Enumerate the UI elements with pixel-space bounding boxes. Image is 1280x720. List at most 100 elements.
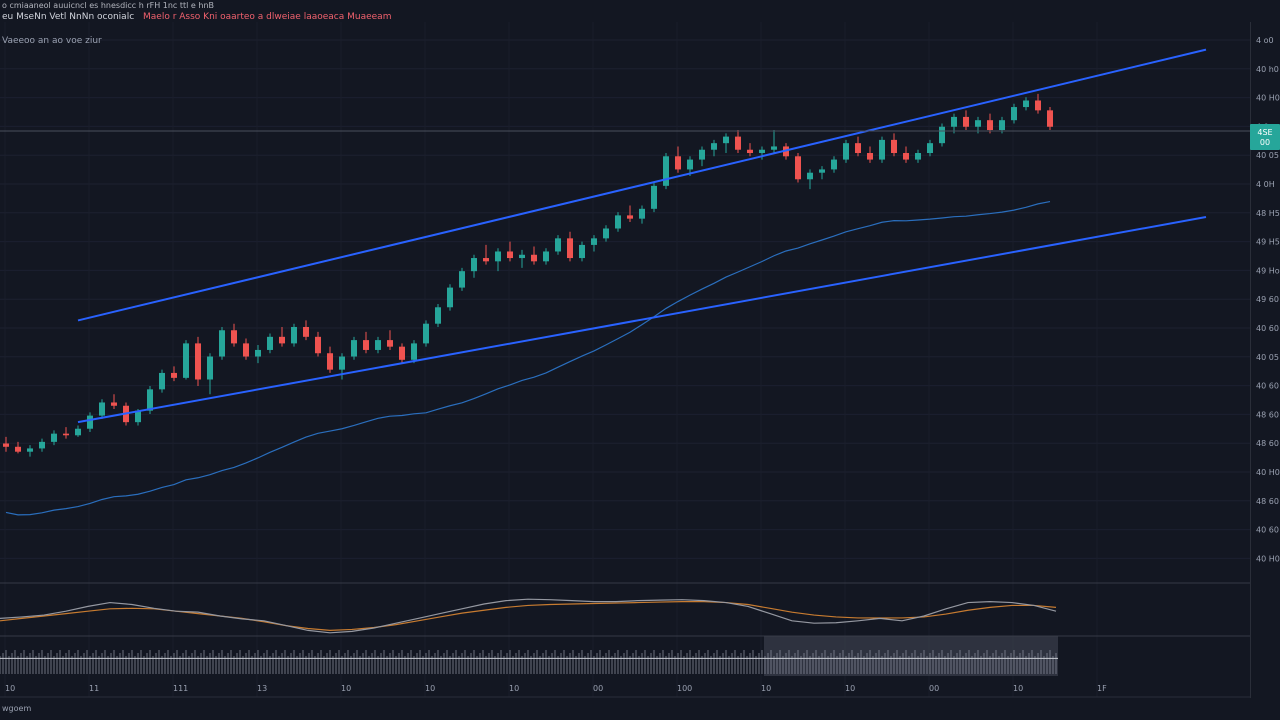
candle bbox=[351, 336, 357, 360]
candle-body bbox=[207, 356, 213, 380]
candle bbox=[231, 323, 237, 347]
candle bbox=[207, 353, 213, 395]
candle bbox=[411, 340, 417, 364]
candle bbox=[699, 146, 705, 167]
candle bbox=[99, 399, 105, 419]
candle bbox=[567, 231, 573, 262]
symbol-name[interactable]: eu MseNn Vetl NnNn oconialc bbox=[2, 12, 135, 22]
candle-body bbox=[999, 120, 1005, 131]
candle bbox=[75, 425, 81, 437]
candle-body bbox=[927, 143, 933, 154]
candle bbox=[303, 320, 309, 341]
candle bbox=[543, 248, 549, 265]
candle bbox=[555, 235, 561, 255]
candle bbox=[315, 331, 321, 357]
price-tick-label: 40 60 bbox=[1256, 382, 1279, 391]
price-tick-label: 4 0H bbox=[1256, 180, 1275, 189]
time-tick-label: 00 bbox=[929, 684, 939, 693]
candle bbox=[531, 246, 537, 265]
bottom-toolbar-label[interactable]: wgoem bbox=[2, 704, 32, 713]
candle bbox=[459, 267, 465, 291]
candle-body bbox=[195, 343, 201, 380]
candle-body bbox=[555, 238, 561, 252]
candle-body bbox=[579, 244, 585, 259]
candle bbox=[651, 182, 657, 213]
candle bbox=[711, 139, 717, 157]
candle bbox=[339, 353, 345, 380]
candle-body bbox=[567, 238, 573, 259]
candle bbox=[375, 336, 381, 354]
candle-body bbox=[627, 215, 633, 219]
chart-legend-info: o cmiaaneol auuicncl es hnesdicc h rFH 1… bbox=[2, 1, 215, 10]
candle-body bbox=[315, 336, 321, 354]
candle-body bbox=[183, 343, 189, 378]
candle bbox=[627, 205, 633, 222]
candle bbox=[843, 139, 849, 163]
candle bbox=[195, 336, 201, 387]
candle bbox=[111, 394, 117, 410]
candle-body bbox=[63, 433, 69, 436]
indicator-legend[interactable]: Vaeeoo an ao voe ziur bbox=[2, 36, 102, 46]
candle-body bbox=[507, 251, 513, 259]
time-tick-label: 10 bbox=[1013, 684, 1023, 693]
channel-upper-line[interactable] bbox=[77, 48, 1207, 322]
candle-body bbox=[915, 153, 921, 160]
candle bbox=[3, 436, 9, 452]
candle-body bbox=[603, 228, 609, 239]
symbol-legend[interactable]: eu MseNn Vetl NnNn oconialc Maelo r Asso… bbox=[2, 12, 391, 22]
candle bbox=[519, 249, 525, 268]
time-tick-label: 10 bbox=[425, 684, 435, 693]
candle-body bbox=[27, 448, 33, 452]
candle-body bbox=[375, 340, 381, 350]
candle bbox=[507, 241, 513, 262]
candle-body bbox=[975, 120, 981, 127]
candle bbox=[819, 166, 825, 180]
candle bbox=[159, 369, 165, 393]
candle-body bbox=[723, 136, 729, 144]
candle bbox=[291, 323, 297, 347]
candle-body bbox=[1023, 100, 1029, 108]
candlestick-series bbox=[3, 93, 1053, 457]
candle bbox=[795, 153, 801, 183]
price-tick-label: 40 05 bbox=[1256, 151, 1279, 160]
candle bbox=[39, 438, 45, 452]
candle-body bbox=[51, 433, 57, 442]
candle-body bbox=[663, 156, 669, 186]
candle bbox=[1035, 93, 1041, 114]
price-tick-label: 4 o0 bbox=[1256, 36, 1274, 45]
candle-body bbox=[747, 149, 753, 154]
candle-body bbox=[1047, 110, 1053, 127]
candle-body bbox=[759, 149, 765, 154]
candle-body bbox=[711, 143, 717, 150]
candle-body bbox=[699, 149, 705, 160]
candle bbox=[399, 343, 405, 364]
candle-body bbox=[363, 340, 369, 350]
price-tick-label: 40 H0 bbox=[1256, 554, 1280, 563]
candle bbox=[747, 143, 753, 157]
candle-body bbox=[819, 169, 825, 173]
candle bbox=[831, 156, 837, 173]
candle-body bbox=[807, 172, 813, 180]
volume-pane bbox=[0, 636, 1058, 676]
time-tick-label: 10 bbox=[761, 684, 771, 693]
candle bbox=[867, 146, 873, 163]
time-tick-label: 100 bbox=[677, 684, 692, 693]
trendline-channel[interactable] bbox=[77, 48, 1207, 424]
candle bbox=[87, 412, 93, 433]
candle bbox=[771, 130, 777, 154]
candle-body bbox=[111, 402, 117, 406]
candle-body bbox=[171, 372, 177, 378]
ohlc-values: Maelo r Asso Kni oaarteo a dlweiae laaoe… bbox=[143, 12, 392, 22]
candle-body bbox=[1035, 100, 1041, 111]
candle bbox=[387, 330, 393, 350]
channel-lower-line[interactable] bbox=[77, 216, 1207, 424]
time-axis[interactable]: 10 11 111 13 10 10 10 00 100 10 10 00 10 1F bbox=[5, 684, 1107, 693]
candle-body bbox=[99, 402, 105, 416]
time-tick-label: 10 bbox=[5, 684, 15, 693]
candle bbox=[951, 113, 957, 134]
candle-body bbox=[447, 287, 453, 308]
candle bbox=[759, 146, 765, 160]
candle-body bbox=[831, 159, 837, 170]
